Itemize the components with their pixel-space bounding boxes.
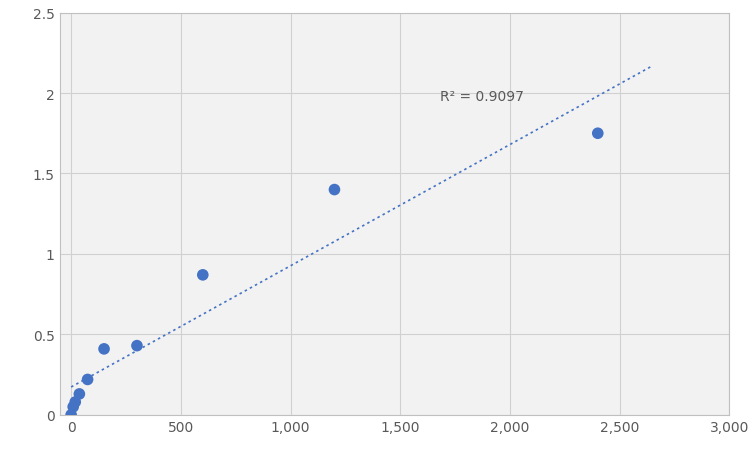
Text: R² = 0.9097: R² = 0.9097 — [440, 89, 523, 103]
Point — [98, 345, 110, 353]
Point — [67, 403, 79, 410]
Point — [65, 411, 77, 419]
Point — [131, 342, 143, 350]
Point — [69, 399, 81, 406]
Point — [81, 376, 93, 383]
Point — [592, 130, 604, 138]
Point — [74, 391, 86, 398]
Point — [329, 187, 341, 194]
Point — [197, 272, 209, 279]
